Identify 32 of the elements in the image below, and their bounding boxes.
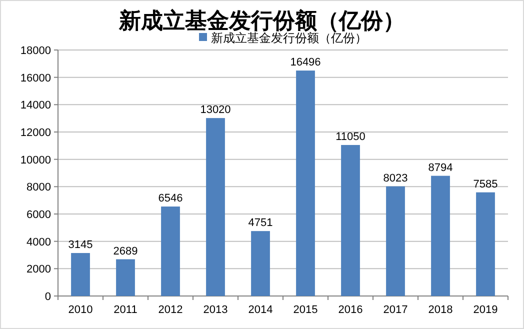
data-label: 6546 xyxy=(158,192,183,205)
x-tick-label: 2011 xyxy=(114,304,138,316)
data-label: 3145 xyxy=(68,239,93,252)
data-label: 8023 xyxy=(383,172,408,184)
y-tick-label: 18000 xyxy=(20,45,51,57)
x-tick-label: 2010 xyxy=(68,304,93,316)
x-tick-label: 2017 xyxy=(383,304,408,316)
x-tick-label: 2014 xyxy=(248,304,273,316)
data-label: 11050 xyxy=(336,130,366,143)
data-label: 8794 xyxy=(428,162,453,174)
x-tick-label: 2018 xyxy=(428,304,453,316)
x-tick-label: 2016 xyxy=(338,304,363,316)
y-tick-label: 12000 xyxy=(20,127,51,139)
x-tick-label: 2019 xyxy=(473,304,498,316)
legend-label: 新成立基金发行份额（亿份） xyxy=(211,31,367,45)
y-tick-label: 6000 xyxy=(26,209,51,221)
x-tick-label: 2012 xyxy=(158,304,183,316)
data-label: 13020 xyxy=(200,104,231,116)
y-tick-label: 0 xyxy=(44,291,51,303)
data-label: 7585 xyxy=(473,178,498,190)
y-tick-label: 10000 xyxy=(20,154,51,166)
data-label: 16496 xyxy=(290,56,321,69)
x-tick-label: 2015 xyxy=(293,304,318,316)
y-tick-label: 2000 xyxy=(26,264,51,276)
y-tick-label: 4000 xyxy=(26,236,51,248)
chart-title: 新成立基金发行份额（亿份） xyxy=(118,8,405,33)
y-tick-label: 8000 xyxy=(26,182,51,194)
data-label: 4751 xyxy=(248,217,273,230)
y-tick-label: 14000 xyxy=(20,100,51,112)
data-label: 2689 xyxy=(113,245,138,258)
y-tick-label: 16000 xyxy=(20,72,51,84)
x-tick-label: 2013 xyxy=(203,304,228,316)
